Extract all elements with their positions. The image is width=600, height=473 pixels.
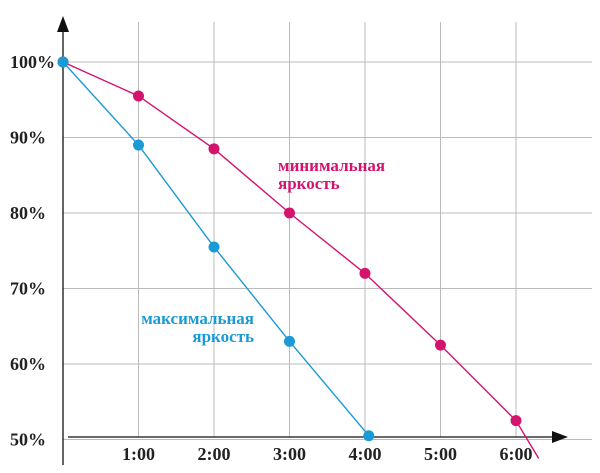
x-tick-label: 3:00 [273,444,306,464]
data-point [510,415,522,427]
x-axis-arrow [552,431,568,443]
axes [57,16,568,465]
series-label-line: максимальная [141,309,254,328]
data-point [133,139,144,151]
data-point [208,143,220,155]
data-point [284,335,295,347]
data-point [284,207,295,219]
y-tick-label: 60% [10,354,46,374]
y-tick-label: 70% [10,279,46,299]
data-point [208,241,220,253]
data-point [435,339,446,351]
y-tick-label: 90% [10,128,46,148]
series-layer [57,56,540,459]
y-tick-label: 100% [10,52,55,72]
x-tick-label: 2:00 [198,444,231,464]
series-label-line: яркость [278,174,340,193]
data-point [359,267,371,279]
y-axis-arrow [57,16,69,32]
data-point [133,90,144,102]
series-line-0 [62,61,540,459]
tick-labels: 100% 90% 80% 70% 60% 50% 1:00 2:00 3:00 4:00 5:00 6… [10,52,533,464]
series-label-line: минимальная [278,156,385,175]
grid [63,22,592,440]
x-tick-label: 6:00 [500,444,533,464]
data-point [363,430,375,442]
series-label-line: яркость [192,327,254,346]
series-label-1: максимальная яркость [141,309,254,346]
y-tick-label: 50% [10,430,46,450]
y-tick-label: 80% [10,203,46,223]
series-label-0: минимальная яркость [278,156,385,193]
x-tick-label: 4:00 [349,444,382,464]
x-tick-label: 5:00 [424,444,457,464]
data-point [57,56,69,68]
x-tick-label: 1:00 [122,444,155,464]
